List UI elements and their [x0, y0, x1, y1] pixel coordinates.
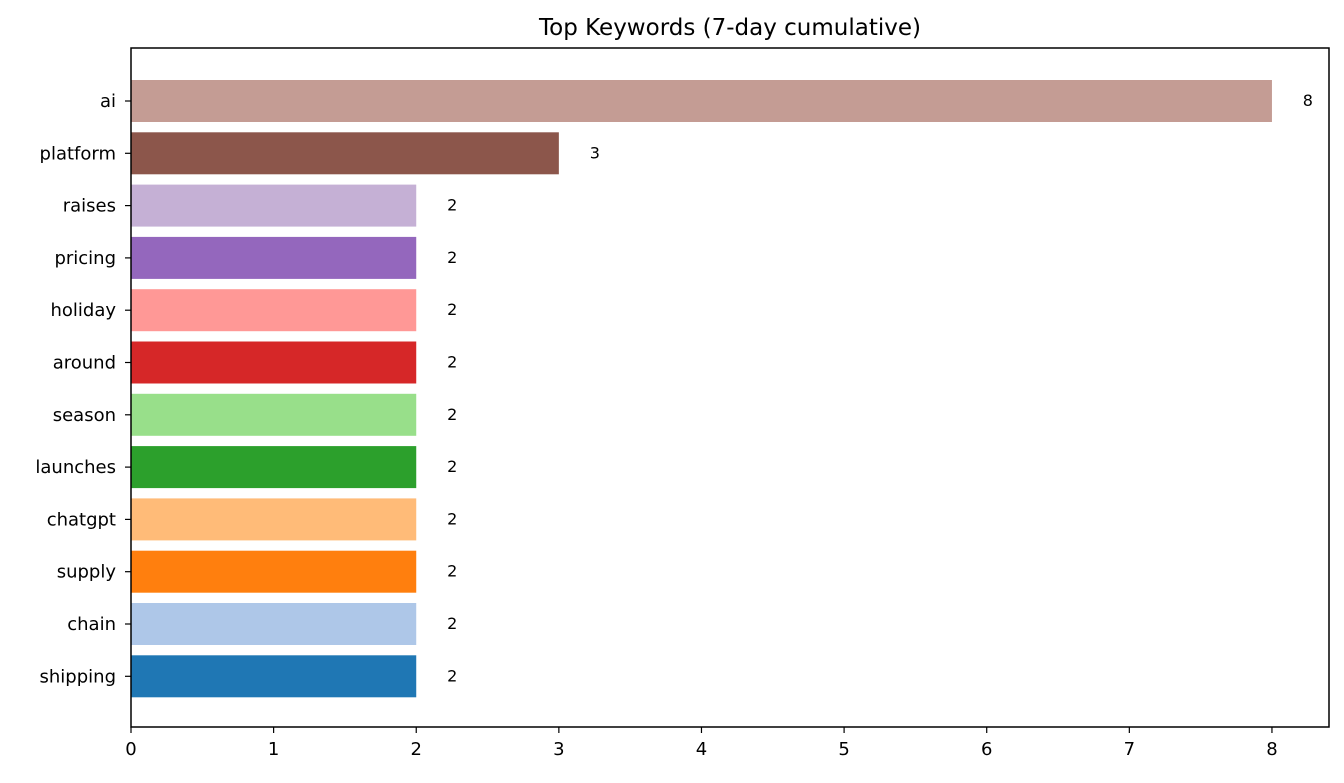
- chart-title: Top Keywords (7-day cumulative): [538, 15, 921, 41]
- y-tick-label-shipping: shipping: [40, 666, 116, 687]
- value-label-pricing: 2: [447, 248, 457, 267]
- y-tick-label-supply: supply: [57, 562, 117, 583]
- value-label-ai: 8: [1303, 91, 1313, 110]
- bar-holiday: [131, 289, 417, 332]
- x-tick-label-1: 1: [268, 739, 279, 760]
- y-tick-label-launches: launches: [35, 457, 116, 478]
- bar-shipping: [131, 655, 417, 698]
- value-label-shipping: 2: [447, 666, 457, 685]
- y-tick-label-pricing: pricing: [54, 248, 116, 269]
- x-tick-label-2: 2: [411, 739, 422, 760]
- value-label-supply: 2: [447, 562, 457, 581]
- value-label-holiday: 2: [447, 300, 457, 319]
- bar-season: [131, 393, 417, 436]
- x-tick-label-6: 6: [981, 739, 992, 760]
- x-tick-label-5: 5: [838, 739, 849, 760]
- x-tick-label-7: 7: [1124, 739, 1135, 760]
- y-tick-label-around: around: [53, 353, 116, 374]
- y-tick-label-chatgpt: chatgpt: [47, 509, 116, 530]
- x-tick-label-8: 8: [1266, 739, 1277, 760]
- value-label-season: 2: [447, 405, 457, 424]
- value-labels-group: 8 3 2 2 2 2 2 2 2 2 2 2: [447, 91, 1313, 685]
- plot-frame: [130, 47, 1330, 728]
- value-label-around: 2: [447, 353, 457, 372]
- y-tick-label-chain: chain: [67, 614, 116, 635]
- y-tick-label-raises: raises: [63, 196, 116, 217]
- x-tick-label-4: 4: [696, 739, 707, 760]
- x-tick-label-3: 3: [553, 739, 564, 760]
- bar-launches: [131, 446, 417, 489]
- bar-raises: [131, 184, 417, 227]
- value-label-chatgpt: 2: [447, 509, 457, 528]
- bar-pricing: [131, 236, 417, 279]
- x-tick-label-0: 0: [125, 739, 136, 760]
- y-tick-label-holiday: holiday: [50, 300, 116, 321]
- y-tick-label-season: season: [53, 405, 116, 426]
- bars-group: [131, 80, 1272, 698]
- x-axis: 0 1 2 3 4 5 6 7 8: [125, 727, 1278, 760]
- bar-supply: [131, 550, 417, 593]
- bar-around: [131, 341, 417, 384]
- bar-chatgpt: [131, 498, 417, 541]
- value-label-chain: 2: [447, 614, 457, 633]
- y-axis: ai platform raises pricing holiday around seas…: [35, 91, 131, 687]
- value-label-raises: 2: [447, 196, 457, 215]
- bar-chain: [131, 603, 417, 645]
- y-tick-label-platform: platform: [40, 143, 116, 164]
- y-tick-label-ai: ai: [100, 91, 116, 112]
- bar-platform: [131, 132, 559, 175]
- value-label-launches: 2: [447, 457, 457, 476]
- bar-ai: [131, 80, 1272, 122]
- value-label-platform: 3: [590, 143, 600, 162]
